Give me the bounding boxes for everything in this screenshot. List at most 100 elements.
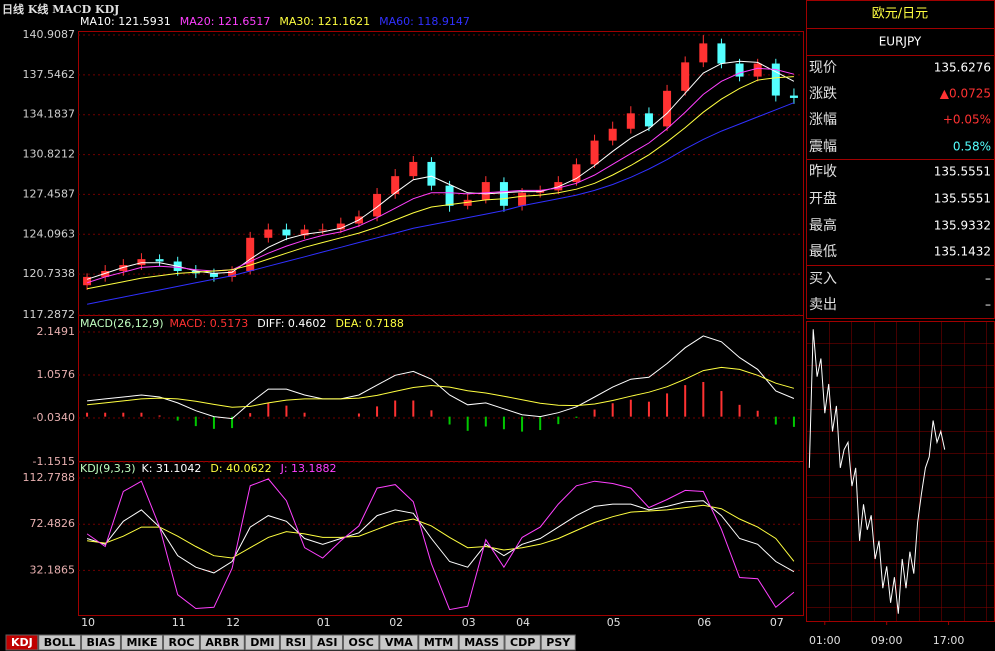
quote-value: 135.1432 (934, 245, 991, 259)
quote-title: 欧元/日元 (872, 7, 928, 22)
legend-entry: MA10: 121.5931 (80, 15, 171, 28)
candle-body (499, 182, 508, 206)
candle-body (608, 128, 617, 141)
x-tick-label: 10 (81, 616, 95, 629)
candle-body (101, 270, 110, 277)
series-line (86, 60, 795, 280)
candle-body (681, 62, 690, 91)
tab[interactable] (458, 634, 505, 651)
tab-label[interactable]: DMI (250, 636, 274, 649)
tab-label[interactable]: VMA (385, 636, 413, 649)
series-line (87, 504, 795, 562)
candle-body (771, 63, 780, 96)
legend-entry: MACD: 0.5173 (170, 317, 249, 330)
candle-body (155, 259, 164, 262)
tab[interactable] (504, 634, 541, 651)
tab[interactable] (279, 634, 312, 651)
tab[interactable] (120, 634, 164, 651)
quote-label: 涨跌 (809, 86, 837, 102)
quote-value: 135.6276 (934, 61, 991, 75)
candle-body (753, 63, 762, 77)
tab-label[interactable]: MTM (424, 636, 453, 649)
tab-label[interactable]: KDJ (11, 636, 33, 649)
x-tick-label: 01:00 (809, 634, 841, 647)
tab[interactable] (199, 634, 245, 651)
quote-label: 开盘 (809, 190, 837, 207)
series-line (87, 335, 795, 420)
candle-body (463, 199, 472, 206)
candle-body (518, 192, 527, 206)
candle-body (228, 270, 237, 277)
series-line (86, 500, 795, 574)
candle-body (427, 161, 436, 186)
tab[interactable] (540, 634, 576, 651)
quote-label: 昨收 (809, 164, 837, 180)
candle-body (445, 185, 454, 206)
candle-body (644, 113, 653, 127)
tab[interactable] (163, 634, 200, 651)
quote-label: 最高 (809, 217, 837, 234)
tab[interactable] (5, 634, 39, 651)
candle-body (83, 276, 92, 286)
tab[interactable] (38, 634, 82, 651)
tab-label[interactable]: MASS (464, 636, 499, 649)
tab-label[interactable]: ASI (317, 636, 338, 649)
tab-label[interactable]: BIAS (87, 636, 116, 649)
candle-body (336, 223, 345, 230)
y-tick-label: 137.5462 (23, 68, 76, 81)
series-line (87, 76, 794, 290)
y-tick-label: -1.1515 (33, 455, 75, 468)
quote-value: 135.9332 (934, 219, 991, 233)
candle-body (481, 182, 490, 200)
y-tick-label: 130.8212 (23, 148, 76, 161)
x-tick-label: 17:00 (933, 634, 965, 647)
quote-value: 135.5551 (934, 192, 991, 206)
quote-value: +0.05% (943, 113, 991, 127)
tab-label[interactable]: BOLL (44, 636, 76, 649)
quote-value: 135.5551 (934, 165, 991, 179)
tab-label[interactable]: CDP (510, 636, 535, 649)
x-tick-label: 02 (389, 616, 403, 629)
x-tick-label: 04 (516, 616, 530, 629)
tab-label[interactable]: ROC (169, 636, 195, 649)
legend-entry: MA20: 121.6517 (180, 15, 271, 28)
legend-entry: DEA: 0.7188 (335, 317, 403, 330)
x-tick-label: 09:00 (871, 634, 903, 647)
tab[interactable] (418, 634, 459, 651)
tab-label[interactable]: RSI (285, 636, 306, 649)
tab-label[interactable]: PSY (546, 636, 571, 649)
candle-body (554, 182, 563, 191)
legend-entry: DIFF: 0.4602 (257, 317, 326, 330)
quote-label: 震幅 (809, 139, 837, 155)
x-tick-label: 05 (607, 616, 621, 629)
x-tick-label: 01 (317, 616, 331, 629)
x-tick-label: 11 (172, 616, 186, 629)
tab[interactable] (379, 634, 419, 651)
candle-body (264, 229, 273, 238)
quote-value: – (985, 298, 991, 312)
tab[interactable] (244, 634, 280, 651)
tab-label[interactable]: OSC (348, 636, 373, 649)
candle-body (209, 273, 218, 277)
legend-entry: D: 40.0622 (210, 462, 271, 475)
y-tick-label: 124.0963 (23, 227, 76, 240)
series-line (86, 67, 795, 284)
tab[interactable] (81, 634, 121, 651)
tab[interactable] (311, 634, 343, 651)
y-tick-label: -0.0340 (33, 411, 75, 424)
x-tick-label: 12 (226, 616, 240, 629)
x-tick-label: 07 (770, 616, 784, 629)
tab-label[interactable]: ARBR (205, 636, 239, 649)
quote-label: 买入 (809, 271, 837, 287)
quote-label: 涨幅 (809, 112, 837, 128)
legend-entry: J: 13.1882 (280, 462, 337, 475)
quote-label: 卖出 (809, 297, 837, 313)
candle-body (699, 43, 708, 63)
candle-body (373, 193, 382, 217)
tab-label[interactable]: MIKE (126, 636, 157, 649)
candle-body (663, 90, 672, 127)
tab[interactable] (342, 634, 380, 651)
series-line (87, 102, 795, 305)
candle-body (391, 176, 400, 194)
candle-body (590, 140, 599, 165)
